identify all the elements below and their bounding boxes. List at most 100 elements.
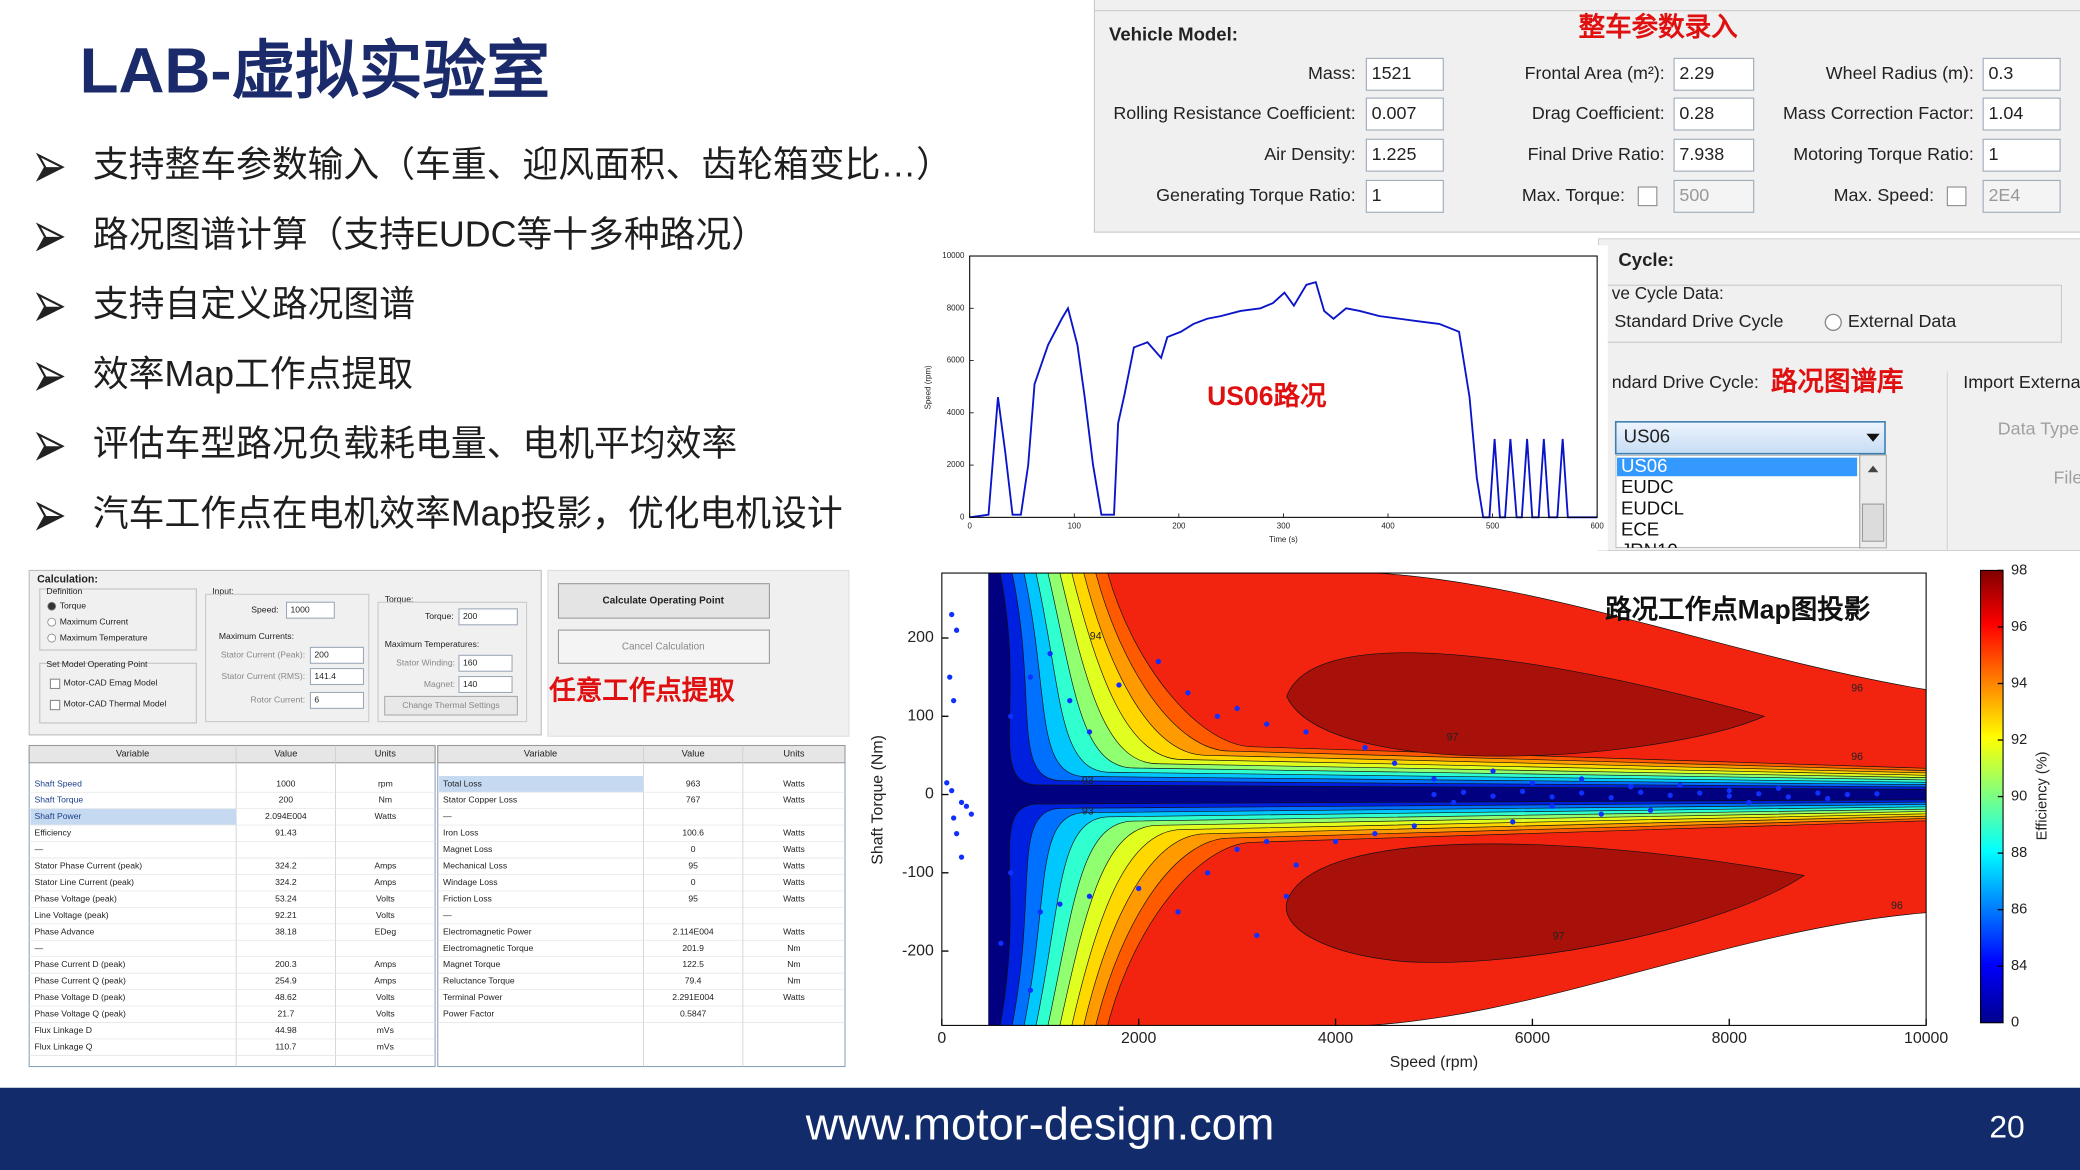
operating-point	[1086, 729, 1093, 735]
field-label: Final Drive Ratio:	[1528, 144, 1665, 164]
operating-point	[1598, 811, 1604, 817]
table-cell: 2.094E004	[265, 811, 307, 821]
operating-point	[1490, 768, 1496, 774]
field-value: 7.938	[1679, 144, 1724, 164]
row-highlight	[30, 808, 237, 825]
table-cell: 200	[279, 795, 294, 805]
bullet-text: 效率Map工作点提取	[93, 354, 413, 394]
group-title: Definition	[46, 586, 82, 596]
table-cell: Shaft Power	[34, 811, 81, 821]
table-cell: 21.7	[277, 1009, 294, 1019]
table-cell: mVs	[377, 1025, 394, 1035]
field-value: 1.04	[1988, 103, 2023, 123]
input-box	[1365, 138, 1444, 172]
table-cell: Nm	[787, 959, 800, 969]
list-box: US06EUDCEUDCLECEJRN10	[1615, 455, 1860, 548]
table-cell: Phase Advance	[34, 926, 94, 936]
table-cell: 48.62	[275, 992, 297, 1002]
input-box	[309, 646, 364, 664]
operating-point	[1431, 791, 1437, 798]
operating-point	[1037, 909, 1043, 915]
field-label: Wheel Radius (m):	[1826, 63, 1974, 83]
table-cell: 0.5847	[680, 1009, 707, 1019]
operating-point	[1254, 932, 1260, 939]
scroll-thumb	[1861, 503, 1885, 542]
button	[384, 695, 518, 716]
input-box	[1365, 97, 1444, 131]
operating-point	[958, 854, 965, 860]
operating-point	[1362, 744, 1368, 751]
table-cell: Electromagnetic Torque	[443, 943, 533, 953]
contour-label: 93	[1082, 806, 1094, 818]
table-cell: Watts	[783, 828, 805, 838]
operating-point	[998, 940, 1004, 946]
bullet-text: 路况图谱计算（支持EUDC等十多种路况）	[93, 214, 767, 254]
torque-envelope	[1370, 573, 1927, 690]
table-cell: Volts	[376, 910, 395, 920]
table-header-cell: Variable	[524, 749, 557, 759]
operating-point	[1608, 795, 1614, 801]
operating-point	[1549, 803, 1555, 809]
field-label: Magnet:	[424, 679, 455, 689]
x-tick-label: 400	[1381, 522, 1395, 531]
operating-point	[1431, 776, 1437, 782]
operating-point	[1549, 794, 1555, 800]
field-value: 2E4	[1988, 185, 2020, 205]
field-value: 141.4	[314, 671, 336, 681]
x-tick-label: 10000	[1904, 1030, 1948, 1047]
table-cell: Volts	[376, 1009, 395, 1019]
x-tick-label: 100	[1068, 522, 1082, 531]
table-header-cell: Units	[375, 749, 396, 759]
operating-point	[1451, 799, 1457, 806]
table-cell: Total Loss	[443, 778, 482, 788]
operating-point	[1086, 893, 1093, 899]
table-cell: Volts	[376, 992, 395, 1002]
table-cell: Efficiency	[34, 828, 71, 838]
table-cell: 767	[686, 795, 701, 805]
contour-label: 96	[1851, 751, 1863, 763]
field-label: Drag Coefficient:	[1532, 103, 1665, 123]
bullet-arrow-shade	[38, 236, 63, 249]
operating-point	[1667, 792, 1673, 798]
operating-point	[949, 787, 955, 794]
radio	[47, 617, 57, 627]
table-cell: Volts	[376, 893, 395, 903]
colorbar-tick-label: 0	[2011, 1015, 2019, 1031]
group-title: Set Model Operating Point	[46, 659, 148, 669]
table-cell: Stator Line Current (peak)	[34, 877, 134, 887]
table-cell: rpm	[378, 778, 393, 788]
list-selection	[1617, 457, 1858, 477]
table-cell: Windage Loss	[443, 877, 498, 887]
radio-label: Standard Drive Cycle	[1614, 311, 1783, 331]
button-label: Cancel Calculation	[622, 641, 705, 652]
table-cell: Nm	[787, 943, 800, 953]
operating-point	[1460, 789, 1467, 795]
table-frame	[28, 744, 436, 1068]
table-cell: Watts	[783, 861, 805, 871]
contour-label: 96	[1891, 900, 1903, 912]
operating-point	[1746, 799, 1752, 806]
group-title: ve Cycle Data:	[1612, 283, 1724, 303]
table-cell: Magnet Torque	[443, 959, 500, 969]
list-item: ECE	[1621, 519, 1659, 540]
colorbar-tick-label: 84	[2011, 958, 2027, 974]
field-label: Air Density:	[1264, 144, 1355, 164]
x-tick-label: 200	[1172, 522, 1186, 531]
table-cell: Reluctance Torque	[443, 976, 515, 986]
field-label: Stator Winding:	[396, 658, 455, 668]
bullet-arrow-shade	[38, 446, 63, 459]
row-highlight	[439, 776, 644, 792]
operating-point	[1234, 846, 1240, 852]
operating-point	[1234, 705, 1240, 712]
field-value: 1	[1988, 144, 1998, 164]
table-cell: —	[443, 811, 452, 821]
group-box	[377, 601, 528, 723]
table-cell: 79.4	[685, 976, 702, 986]
operating-point	[1204, 870, 1211, 876]
group-title: Maximum Temperatures:	[385, 639, 480, 649]
table-cell: Line Voltage (peak)	[34, 910, 108, 920]
operating-point	[1726, 787, 1732, 794]
footer-url: www.motor-design.com	[805, 1098, 1275, 1149]
annotation: US06路况	[1207, 381, 1327, 411]
